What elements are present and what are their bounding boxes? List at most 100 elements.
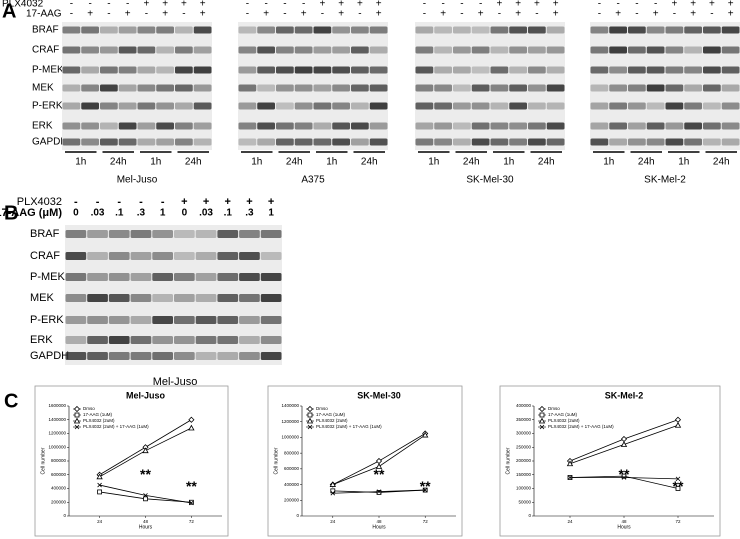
blot-lane bbox=[351, 66, 369, 74]
treatment-sign: + bbox=[181, 196, 187, 208]
legend-label: PLX4032 (2uM) bbox=[316, 418, 348, 423]
blot-lane bbox=[721, 26, 740, 34]
treatment-dose: .1 bbox=[115, 208, 124, 219]
blot-lane bbox=[65, 230, 87, 238]
blot-lane bbox=[100, 84, 118, 92]
blot-lane bbox=[152, 316, 173, 324]
protein-label: P-MEK bbox=[32, 65, 64, 76]
time-label: 24h bbox=[538, 157, 555, 168]
annotation: ** bbox=[619, 466, 630, 482]
blot-lane bbox=[156, 66, 174, 74]
time-label: 1h bbox=[603, 157, 614, 168]
treatment-sign: + bbox=[478, 9, 484, 20]
blot-lane bbox=[118, 102, 137, 110]
cell-line-label: SK-Mel-30 bbox=[466, 175, 514, 186]
blot-lane bbox=[62, 66, 81, 74]
blot-lane bbox=[703, 84, 721, 92]
blot-lane bbox=[646, 46, 665, 54]
treatment-sign: + bbox=[376, 9, 382, 20]
treatment-sign: + bbox=[125, 9, 131, 20]
treatment-sign: - bbox=[107, 0, 110, 10]
legend-label: PLX4032 (2uM) + 17-AAG (1uM) bbox=[548, 424, 614, 429]
cell-line-label: A375 bbox=[301, 175, 325, 186]
blot-lane bbox=[100, 46, 118, 54]
blot-lane bbox=[590, 138, 609, 146]
blot-lane bbox=[174, 252, 195, 260]
treatment-sign: + bbox=[268, 196, 274, 208]
marker bbox=[675, 486, 681, 491]
blot-lane bbox=[87, 336, 108, 344]
protein-label: P-MEK bbox=[30, 271, 66, 283]
treatment-dose: .03 bbox=[91, 208, 105, 219]
y-tick-label: 600000 bbox=[284, 466, 300, 471]
protein-label: GAPDH bbox=[30, 350, 69, 362]
treatment-sign: - bbox=[126, 0, 129, 10]
blot-lane bbox=[351, 122, 369, 130]
marker bbox=[73, 417, 81, 424]
blot-lane bbox=[276, 122, 294, 130]
protein-label: CRAF bbox=[32, 45, 59, 56]
blot-lane bbox=[490, 26, 509, 34]
protein-label: MEK bbox=[30, 292, 55, 304]
blot-lane bbox=[195, 316, 217, 324]
blot-lane bbox=[415, 138, 434, 146]
chart-title: Mel-Juso bbox=[126, 390, 166, 400]
blot-lane bbox=[294, 26, 313, 34]
blot-lane bbox=[156, 138, 174, 146]
blot-lane bbox=[590, 84, 609, 92]
treatment-sign: - bbox=[145, 9, 148, 20]
treatment-sign: - bbox=[246, 9, 249, 20]
blot-lane bbox=[721, 102, 740, 110]
marker bbox=[376, 489, 382, 494]
blot-lane bbox=[118, 122, 137, 130]
blot-lane bbox=[195, 352, 217, 360]
blot-lane bbox=[257, 84, 275, 92]
blot-lane bbox=[684, 66, 702, 74]
blot-lane bbox=[65, 294, 87, 302]
blot-lane bbox=[332, 66, 350, 74]
blot-lane bbox=[628, 102, 646, 110]
treatment-dose: .3 bbox=[137, 208, 146, 219]
blot-lane bbox=[684, 84, 702, 92]
blot-lane bbox=[130, 273, 152, 281]
treatment-sign: - bbox=[74, 196, 78, 208]
blot-lane bbox=[590, 66, 609, 74]
blot-lane bbox=[369, 26, 388, 34]
blot-lane bbox=[609, 138, 627, 146]
blot-lane bbox=[239, 352, 260, 360]
blot-lane bbox=[217, 230, 239, 238]
treatment-sign: + bbox=[690, 9, 696, 20]
blot-lane bbox=[646, 84, 665, 92]
marker bbox=[307, 412, 313, 418]
x-axis-label: Hours bbox=[372, 524, 386, 530]
blot-lane bbox=[108, 336, 130, 344]
blot-lane bbox=[175, 84, 193, 92]
blot-lane bbox=[546, 66, 565, 74]
blot-lane bbox=[590, 122, 609, 130]
blot-lane bbox=[174, 294, 195, 302]
blot-lane bbox=[156, 84, 174, 92]
blot-lane bbox=[276, 46, 294, 54]
blot-lane bbox=[313, 84, 332, 92]
blot-lane bbox=[108, 252, 130, 260]
blot-lane bbox=[118, 26, 137, 34]
blot-lane bbox=[313, 138, 332, 146]
blot-lane bbox=[665, 26, 684, 34]
marker bbox=[539, 412, 545, 418]
blot-lane bbox=[369, 46, 388, 54]
y-tick-label: 1400000 bbox=[48, 417, 66, 422]
treatment-sign: + bbox=[319, 0, 325, 10]
treatment-sign: - bbox=[654, 0, 657, 10]
blot-lane bbox=[260, 352, 282, 360]
time-label: 1h bbox=[428, 157, 439, 168]
blot-lane bbox=[238, 122, 257, 130]
blot-lane bbox=[646, 138, 665, 146]
marker bbox=[143, 493, 148, 498]
blot-lane bbox=[100, 138, 118, 146]
time-label: 1h bbox=[150, 157, 161, 168]
blot-lane bbox=[628, 122, 646, 130]
marker bbox=[330, 490, 336, 496]
blot-lane bbox=[471, 84, 490, 92]
treatment-label: PLX4032 bbox=[17, 196, 62, 208]
